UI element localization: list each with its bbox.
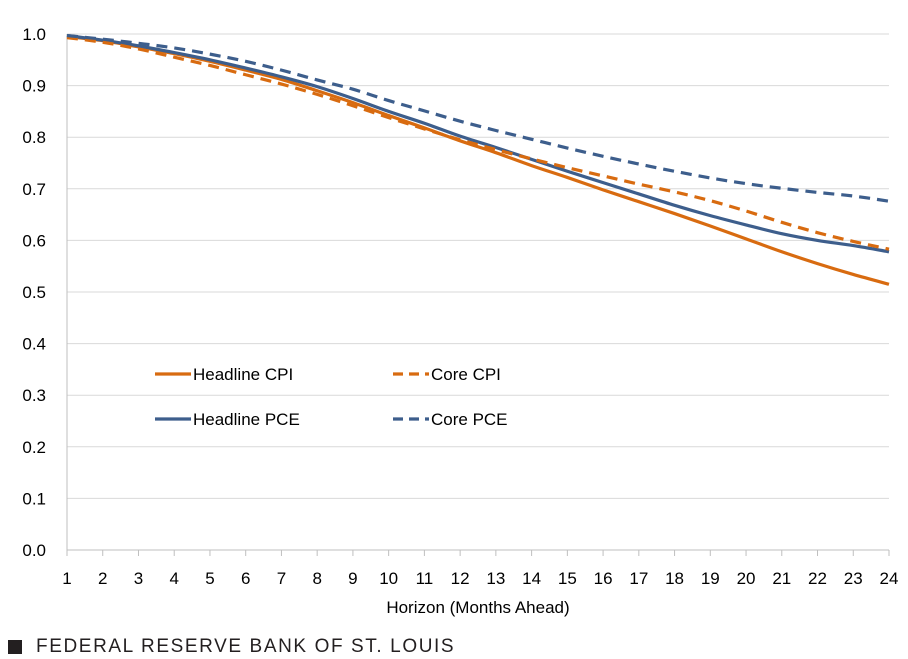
- y-tick-label: 0.3: [22, 386, 46, 405]
- gridlines: [67, 33, 889, 499]
- x-tick-label: 2: [98, 569, 107, 588]
- x-tick-label: 13: [486, 569, 505, 588]
- y-tick-label: 1.0: [22, 25, 46, 44]
- y-tick-label: 0.2: [22, 438, 46, 457]
- y-axis-ticks: 0.0 0.1 0.2 0.3 0.4 0.5 0.6 0.7 0.8 0.9 1.0: [22, 25, 46, 560]
- y-tick-label: 0.1: [22, 489, 46, 508]
- x-tick-label: 21: [772, 569, 791, 588]
- x-tick-label: 4: [169, 569, 178, 588]
- x-tick-label: 22: [808, 569, 827, 588]
- series-line-core-pce: [66, 33, 890, 203]
- x-tick-label: 1: [62, 569, 71, 588]
- x-tick-label: 9: [348, 569, 357, 588]
- x-tick-label: 7: [277, 569, 286, 588]
- x-axis-ticks: 1 2 3 4 5 6 7 8 9 10 11 12 13 14 15 16 17 18 19 20 21 22 23 24: [62, 550, 898, 588]
- legend: Headline CPI Core CPI Headline PCE Core PCE: [155, 365, 508, 429]
- series-line-headline-pce: [66, 33, 890, 254]
- legend-label: Core PCE: [431, 410, 508, 429]
- y-tick-label: 0.9: [22, 77, 46, 96]
- y-tick-label: 0.0: [22, 541, 46, 560]
- legend-label: Headline PCE: [193, 410, 300, 429]
- x-tick-label: 20: [737, 569, 756, 588]
- y-tick-label: 0.5: [22, 283, 46, 302]
- axes: [66, 34, 889, 551]
- x-tick-label: 14: [522, 569, 541, 588]
- x-axis-title: Horizon (Months Ahead): [386, 598, 569, 617]
- legend-label: Headline CPI: [193, 365, 293, 384]
- x-tick-label: 12: [451, 569, 470, 588]
- x-tick-label: 15: [558, 569, 577, 588]
- x-tick-label: 18: [665, 569, 684, 588]
- x-tick-label: 24: [880, 569, 899, 588]
- x-tick-label: 23: [844, 569, 863, 588]
- footer-square-icon: [8, 640, 22, 654]
- x-tick-label: 8: [312, 569, 321, 588]
- x-tick-label: 19: [701, 569, 720, 588]
- x-tick-label: 10: [379, 569, 398, 588]
- source-footer: FEDERAL RESERVE BANK OF ST. LOUIS: [8, 636, 455, 658]
- legend-label: Core CPI: [431, 365, 501, 384]
- y-tick-label: 0.7: [22, 180, 46, 199]
- x-tick-label: 16: [594, 569, 613, 588]
- series-line-core-cpi: [66, 36, 890, 251]
- series-lines: [66, 33, 890, 286]
- x-tick-label: 6: [241, 569, 250, 588]
- series-line-headline-cpi: [66, 34, 890, 286]
- x-tick-label: 5: [205, 569, 214, 588]
- y-tick-label: 0.8: [22, 128, 46, 147]
- footer-source-text: FEDERAL RESERVE BANK OF ST. LOUIS: [36, 636, 456, 657]
- x-tick-label: 3: [134, 569, 143, 588]
- x-tick-label: 17: [629, 569, 648, 588]
- y-tick-label: 0.4: [22, 335, 46, 354]
- x-tick-label: 11: [416, 569, 434, 588]
- y-tick-label: 0.6: [22, 231, 46, 250]
